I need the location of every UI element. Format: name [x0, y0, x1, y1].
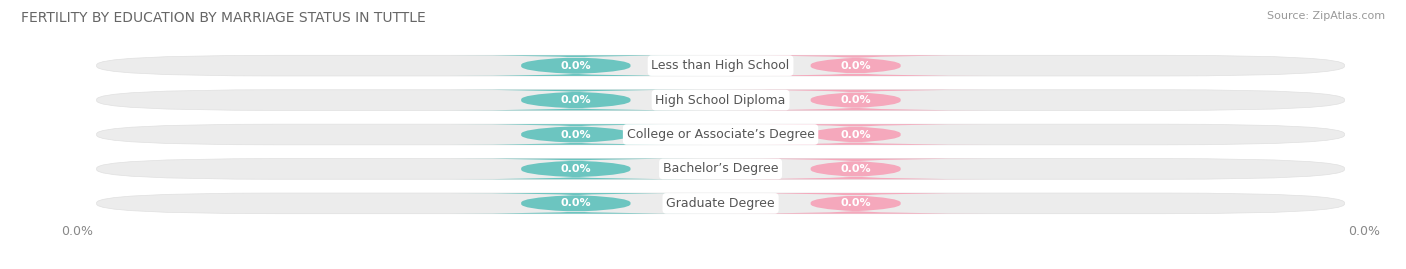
FancyBboxPatch shape: [97, 193, 1344, 214]
Text: 0.0%: 0.0%: [561, 95, 591, 105]
Text: 0.0%: 0.0%: [561, 164, 591, 174]
FancyBboxPatch shape: [97, 55, 1344, 76]
FancyBboxPatch shape: [450, 55, 702, 76]
FancyBboxPatch shape: [450, 90, 702, 110]
Text: FERTILITY BY EDUCATION BY MARRIAGE STATUS IN TUTTLE: FERTILITY BY EDUCATION BY MARRIAGE STATU…: [21, 11, 426, 25]
Text: Bachelor’s Degree: Bachelor’s Degree: [662, 162, 779, 175]
FancyBboxPatch shape: [97, 159, 1344, 179]
Text: Less than High School: Less than High School: [651, 59, 790, 72]
FancyBboxPatch shape: [97, 90, 1344, 110]
Text: 0.0%: 0.0%: [841, 129, 870, 140]
FancyBboxPatch shape: [450, 124, 702, 145]
Text: 0.0%: 0.0%: [561, 129, 591, 140]
Text: 0.0%: 0.0%: [561, 61, 591, 71]
Text: 0.0%: 0.0%: [841, 61, 870, 71]
FancyBboxPatch shape: [721, 124, 991, 145]
Text: High School Diploma: High School Diploma: [655, 94, 786, 107]
Text: Graduate Degree: Graduate Degree: [666, 197, 775, 210]
FancyBboxPatch shape: [721, 193, 991, 214]
Text: 0.0%: 0.0%: [841, 198, 870, 208]
Text: Source: ZipAtlas.com: Source: ZipAtlas.com: [1267, 11, 1385, 21]
Text: 0.0%: 0.0%: [841, 164, 870, 174]
FancyBboxPatch shape: [721, 90, 991, 110]
Text: 0.0%: 0.0%: [841, 95, 870, 105]
FancyBboxPatch shape: [721, 55, 991, 76]
Text: 0.0%: 0.0%: [561, 198, 591, 208]
FancyBboxPatch shape: [97, 124, 1344, 145]
FancyBboxPatch shape: [450, 159, 702, 179]
FancyBboxPatch shape: [450, 193, 702, 214]
FancyBboxPatch shape: [721, 159, 991, 179]
Text: College or Associate’s Degree: College or Associate’s Degree: [627, 128, 814, 141]
